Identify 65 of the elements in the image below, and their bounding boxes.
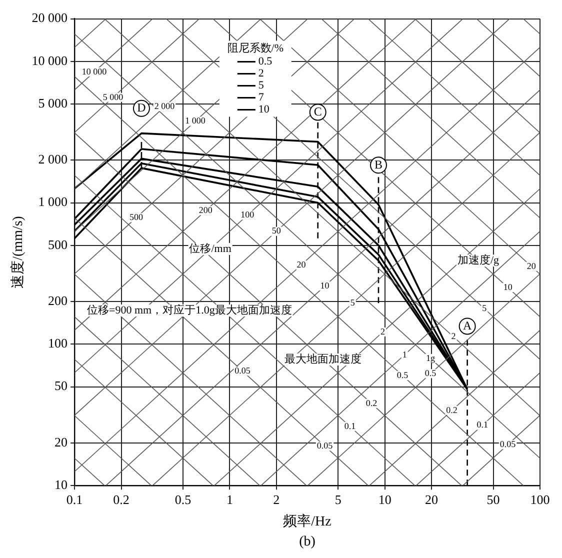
annotation: D xyxy=(137,100,146,115)
annotation: 1 xyxy=(402,349,407,360)
legend-title: 阻尼系数/% xyxy=(227,42,284,55)
annotation: 0.05 xyxy=(234,365,251,376)
x-axis-title: 频率/Hz xyxy=(283,513,332,530)
x-tick-label: 1 xyxy=(226,492,233,507)
y-tick-label: 5 000 xyxy=(38,95,68,110)
annotation: 5 xyxy=(482,303,488,314)
y-tick-label: 10 xyxy=(54,477,68,492)
annotation: 2 xyxy=(451,331,456,342)
annotation: 0.5 xyxy=(424,368,437,378)
x-tick-label: 0.5 xyxy=(174,492,192,507)
x-tick-label: 0.1 xyxy=(66,492,83,507)
legend-label: 5 xyxy=(258,80,264,92)
annotation: 1 000 xyxy=(185,116,206,126)
annotation: 0.05 xyxy=(500,438,516,449)
x-tick-label: 10 xyxy=(378,492,392,507)
legend-label: 2 xyxy=(258,68,264,80)
annotation: 位移=900 mm，对应于1.0g最大地面加速度 xyxy=(87,303,292,316)
annotation: 0.2 xyxy=(446,404,458,415)
annotation: 20 xyxy=(296,259,306,270)
y-tick-label: 2 000 xyxy=(38,152,68,167)
annotation: 0.5 xyxy=(396,370,409,380)
y-tick-label: 20 000 xyxy=(32,10,68,26)
annotation: 0.05 xyxy=(316,440,334,451)
legend-label: 10 xyxy=(258,104,270,116)
annotation: 0.1 xyxy=(344,420,356,431)
y-axis-title: 速度/(mm/s) xyxy=(10,216,26,288)
y-tick-label: 1 000 xyxy=(38,194,68,210)
annotation: A xyxy=(462,318,472,332)
y-tick-label: 200 xyxy=(48,293,68,308)
x-tick-label: 100 xyxy=(530,492,550,507)
annotation: 2 xyxy=(380,326,386,336)
y-tick-label: 20 xyxy=(54,434,68,450)
annotation: 最大地面加速度 xyxy=(284,352,362,366)
annotation: 1g xyxy=(426,352,436,363)
annotation: 0.1 xyxy=(476,420,488,430)
annotation: 0.2 xyxy=(366,398,378,408)
annotation: B xyxy=(374,157,383,172)
annotation: 2 000 xyxy=(154,101,176,112)
annotation: 10 xyxy=(320,280,330,290)
annotation: 500 xyxy=(130,212,144,222)
x-tick-label: 5 xyxy=(334,492,342,507)
annotation: 100 xyxy=(240,210,255,220)
annotation: 50 xyxy=(272,226,282,236)
annotation: 加速度/g xyxy=(457,254,500,266)
x-tick-label: 50 xyxy=(486,492,500,507)
text: (b) xyxy=(299,534,316,550)
y-tick-label: 100 xyxy=(48,336,68,351)
x-tick-label: 0.2 xyxy=(113,492,130,507)
legend-label: 7 xyxy=(258,92,264,104)
legend-label: 0.5 xyxy=(258,56,273,68)
annotation: 10 000 xyxy=(82,66,108,76)
y-tick-label: 500 xyxy=(48,236,68,252)
x-tick-label: 20 xyxy=(425,492,438,507)
annotation: 5 xyxy=(350,298,356,308)
annotation: 10 xyxy=(503,282,513,292)
annotation: 位移/mm xyxy=(189,242,232,255)
x-tick-label: 2 xyxy=(273,492,280,507)
annotation: 5 000 xyxy=(102,92,124,102)
y-tick-label: 50 xyxy=(54,378,68,394)
annotation: 20 xyxy=(526,260,536,271)
annotation: 200 xyxy=(198,204,213,215)
annotation: C xyxy=(314,104,322,118)
y-tick-label: 10 000 xyxy=(32,52,68,68)
